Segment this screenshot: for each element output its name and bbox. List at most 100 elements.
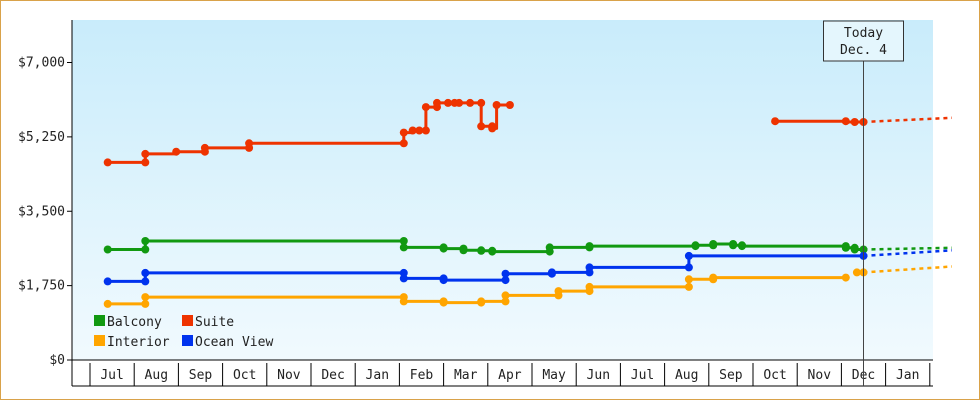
data-point	[141, 293, 150, 302]
data-point	[455, 98, 464, 107]
data-point	[399, 268, 408, 277]
x-tick-label: Jun	[587, 368, 610, 383]
series-layer	[103, 98, 952, 308]
data-point	[200, 143, 209, 152]
x-tick-label: May	[542, 368, 566, 383]
today-label: Today	[844, 26, 883, 41]
legend-label: Suite	[195, 315, 234, 330]
data-point	[172, 147, 181, 156]
x-tick-label: Feb	[410, 368, 434, 383]
legend-item: Balcony	[94, 315, 162, 330]
data-point	[141, 158, 150, 167]
data-point	[545, 243, 554, 252]
data-point	[585, 242, 594, 251]
data-point	[245, 139, 254, 148]
data-point	[492, 101, 501, 109]
today-box	[823, 20, 904, 62]
data-point	[684, 275, 693, 284]
today-date: Dec. 4	[840, 43, 887, 58]
data-point	[415, 126, 424, 135]
data-point	[709, 240, 718, 248]
data-point	[850, 245, 859, 254]
data-point	[439, 276, 448, 285]
data-point	[399, 128, 408, 137]
data-point	[501, 297, 510, 306]
legend-swatch	[94, 315, 105, 326]
data-point	[709, 273, 718, 282]
series-interior	[103, 265, 952, 308]
x-tick-label: Apr	[498, 368, 522, 383]
data-point	[850, 118, 859, 126]
legend-label: Ocean View	[195, 335, 273, 350]
legend-swatch	[182, 315, 193, 326]
data-point	[141, 237, 150, 245]
legend-swatch	[182, 335, 193, 346]
data-point	[488, 247, 497, 256]
series-ocean-view	[103, 249, 952, 286]
data-point	[501, 276, 510, 285]
data-point	[501, 269, 510, 278]
x-tick-label: Aug	[675, 368, 698, 383]
plot-area	[72, 20, 933, 360]
data-point	[841, 243, 850, 252]
legend-label: Balcony	[107, 315, 162, 330]
legend-swatch	[94, 335, 105, 346]
data-point	[421, 126, 430, 135]
axes: $0 $1,750 $3,500 $5,250 $7,000 Jul Aug Sep Oct No…	[18, 20, 933, 387]
x-tick-label: Nov	[277, 368, 301, 383]
y-tick-label: $3,500	[18, 204, 65, 219]
x-tick-label: Sep	[719, 368, 743, 383]
data-point	[554, 287, 563, 296]
x-tick-label: Jul	[100, 368, 123, 383]
series-forecast-line	[863, 265, 952, 274]
data-point	[141, 268, 150, 277]
y-tick-label: $1,750	[18, 279, 65, 294]
data-point	[459, 246, 468, 255]
x-tick-label: Sep	[189, 368, 213, 383]
data-point	[684, 282, 693, 291]
data-point	[399, 139, 408, 148]
data-point	[684, 263, 693, 272]
data-point	[399, 274, 408, 283]
x-tick-label: Oct	[233, 368, 256, 383]
x-tick-label: Mar	[454, 368, 478, 383]
series-line	[107, 239, 864, 254]
series-line	[775, 119, 864, 124]
today-marker: Today Dec. 4	[823, 20, 904, 386]
data-point	[103, 277, 112, 286]
series-forecast-line	[863, 116, 952, 124]
data-point	[691, 241, 700, 250]
data-point	[852, 268, 861, 277]
data-point	[547, 268, 556, 277]
data-point	[738, 242, 746, 251]
y-tick-label: $7,000	[18, 56, 65, 71]
data-point	[103, 299, 112, 308]
data-point	[729, 241, 738, 250]
data-point	[141, 149, 150, 158]
data-point	[439, 298, 448, 307]
data-point	[466, 98, 475, 107]
data-point	[399, 237, 408, 245]
data-point	[141, 299, 150, 308]
y-tick-label: $0	[49, 353, 65, 368]
x-tick-label: Aug	[145, 368, 168, 383]
x-tick-label: Jul	[631, 368, 654, 383]
data-point	[488, 124, 497, 133]
data-point	[433, 98, 441, 107]
data-point	[439, 244, 448, 253]
data-point	[585, 263, 594, 272]
legend: Balcony Suite Interior Ocean View	[94, 315, 273, 350]
legend-item: Suite	[182, 315, 234, 330]
data-point	[477, 98, 486, 107]
data-point	[841, 273, 850, 282]
data-point	[501, 291, 510, 300]
series-forecast-line	[863, 249, 952, 258]
data-point	[841, 117, 850, 126]
y-tick-label: $5,250	[18, 130, 65, 145]
data-point	[408, 126, 417, 135]
data-point	[585, 282, 594, 291]
data-point	[399, 297, 408, 306]
data-point	[477, 297, 486, 306]
